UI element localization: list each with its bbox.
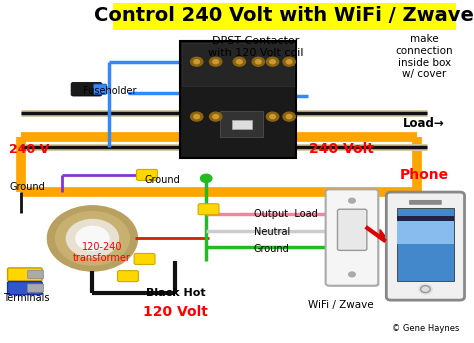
Circle shape: [213, 60, 219, 64]
FancyBboxPatch shape: [198, 204, 219, 215]
Circle shape: [194, 60, 200, 64]
Text: WiFi / Zwave: WiFi / Zwave: [309, 300, 374, 310]
Circle shape: [66, 220, 118, 257]
Circle shape: [266, 57, 279, 66]
FancyBboxPatch shape: [8, 268, 42, 281]
Text: © Gene Haynes: © Gene Haynes: [392, 324, 460, 333]
Circle shape: [76, 226, 109, 250]
Circle shape: [286, 60, 292, 64]
FancyBboxPatch shape: [27, 284, 44, 292]
Circle shape: [348, 272, 355, 277]
FancyBboxPatch shape: [337, 209, 367, 250]
Circle shape: [286, 115, 292, 119]
FancyBboxPatch shape: [409, 200, 442, 205]
FancyBboxPatch shape: [113, 3, 456, 30]
Text: Output  Load: Output Load: [254, 209, 317, 220]
Text: make
connection
inside box
w/ cover: make connection inside box w/ cover: [395, 34, 453, 79]
Text: DPST Contactor
with 120 Volt coil: DPST Contactor with 120 Volt coil: [208, 36, 304, 58]
Text: Phone: Phone: [400, 168, 449, 182]
FancyBboxPatch shape: [397, 216, 454, 244]
Circle shape: [270, 115, 275, 119]
Text: Control 240 Volt with WiFi / Zwave: Control 240 Volt with WiFi / Zwave: [94, 6, 474, 25]
Text: 240 Volt: 240 Volt: [309, 142, 374, 156]
Text: Terminals: Terminals: [3, 293, 49, 303]
Circle shape: [213, 115, 219, 119]
Circle shape: [270, 60, 275, 64]
Text: Black Hot: Black Hot: [146, 288, 205, 298]
Circle shape: [191, 57, 203, 66]
FancyBboxPatch shape: [326, 189, 378, 286]
Circle shape: [266, 112, 279, 121]
Text: Neutral: Neutral: [254, 226, 290, 237]
Circle shape: [191, 112, 203, 121]
Circle shape: [255, 60, 261, 64]
FancyBboxPatch shape: [93, 84, 107, 94]
FancyBboxPatch shape: [8, 282, 42, 295]
FancyBboxPatch shape: [329, 192, 379, 286]
Text: 120-240
transformer: 120-240 transformer: [73, 242, 131, 263]
Circle shape: [210, 57, 222, 66]
FancyBboxPatch shape: [134, 253, 155, 264]
FancyBboxPatch shape: [220, 111, 263, 137]
FancyBboxPatch shape: [397, 216, 454, 221]
Circle shape: [210, 112, 222, 121]
FancyBboxPatch shape: [71, 82, 102, 96]
FancyBboxPatch shape: [182, 43, 294, 86]
Text: 240 V: 240 V: [9, 143, 50, 156]
Circle shape: [283, 57, 295, 66]
Text: Load→: Load→: [403, 117, 445, 130]
FancyBboxPatch shape: [27, 270, 44, 279]
Circle shape: [55, 212, 129, 265]
Circle shape: [283, 112, 295, 121]
Text: Ground: Ground: [145, 175, 180, 185]
Circle shape: [201, 174, 212, 182]
Circle shape: [348, 198, 355, 203]
Circle shape: [252, 57, 264, 66]
FancyBboxPatch shape: [180, 41, 296, 158]
FancyBboxPatch shape: [397, 208, 454, 281]
Text: Fuseholder: Fuseholder: [83, 86, 137, 96]
Circle shape: [419, 284, 432, 294]
Circle shape: [233, 57, 246, 66]
Circle shape: [194, 115, 200, 119]
FancyBboxPatch shape: [137, 169, 157, 180]
Circle shape: [47, 206, 137, 271]
Text: Ground: Ground: [9, 182, 45, 192]
Text: 120 Volt: 120 Volt: [143, 305, 208, 319]
Circle shape: [237, 60, 242, 64]
FancyBboxPatch shape: [386, 192, 465, 300]
FancyBboxPatch shape: [118, 271, 138, 282]
Text: Ground: Ground: [254, 244, 289, 254]
FancyBboxPatch shape: [232, 120, 252, 129]
